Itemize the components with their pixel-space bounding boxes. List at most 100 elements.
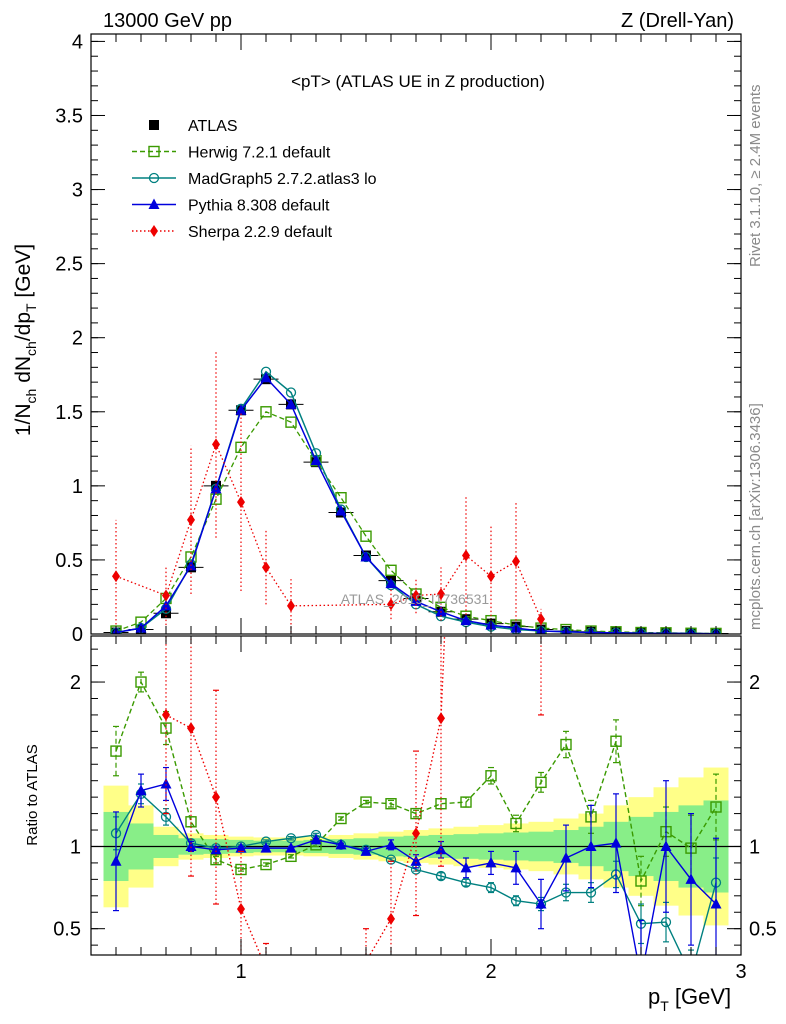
data-point	[162, 589, 170, 602]
ratio-point	[110, 855, 122, 866]
ratio-point	[237, 902, 245, 915]
ratio-point	[537, 462, 545, 474]
data-point	[112, 570, 120, 583]
data-point	[212, 438, 220, 451]
data-point	[412, 589, 420, 602]
ratio-point	[360, 845, 372, 856]
y-tick-label: 2	[72, 328, 83, 350]
mcplots-label: mcplots.cern.ch [arXiv:1306.3436]	[747, 403, 764, 630]
ratio-point	[385, 838, 397, 850]
main-y-axis-label: 1/Nch dNch/dpT [GeV]	[12, 244, 39, 436]
data-point	[462, 549, 470, 562]
svg-text:pT [GeV]: pT [GeV]	[648, 984, 731, 1014]
ratio-point	[485, 770, 497, 782]
ratio-point	[560, 851, 572, 863]
ratio-y-tick-label: 0.5	[53, 919, 81, 941]
legend-marker	[148, 172, 160, 184]
data-point	[187, 513, 195, 526]
ratio-point	[685, 873, 697, 884]
ratio-point	[462, 133, 470, 145]
main-frame: 0 0.5 1 1.5 2 2.5 3 3.5 4	[55, 31, 742, 646]
ratio-point	[385, 798, 397, 810]
series-4	[112, 351, 545, 633]
ratio-point	[585, 840, 597, 851]
ratio-point	[287, 985, 295, 997]
legend-marker	[149, 120, 159, 130]
ratio-point	[335, 812, 347, 825]
data-point	[487, 570, 495, 583]
ratio-point	[412, 827, 420, 840]
ratio-point	[410, 855, 422, 866]
x-tick-label: 2	[485, 961, 496, 983]
ratio-point	[460, 796, 472, 808]
ratio-y-tick-label: 2	[70, 672, 81, 694]
data-point	[260, 406, 272, 418]
legend: ATLAS Herwig 7.2.1 default MadGraph5 2.7.2…	[132, 118, 377, 241]
data-point	[210, 482, 222, 494]
ratio-point	[660, 916, 672, 928]
data-point	[235, 404, 247, 415]
ratio-point	[610, 837, 622, 848]
ratio-series-2	[110, 766, 722, 983]
ratio-point	[485, 856, 497, 868]
header-right: Z (Drell-Yan)	[621, 10, 734, 32]
y-tick-label: 3.5	[55, 105, 83, 127]
main-series-layer	[103, 351, 729, 634]
ratio-point	[135, 676, 147, 688]
ratio-y-tick-label: 1	[70, 836, 81, 858]
data-point	[237, 496, 245, 509]
ratio-point	[387, 912, 395, 925]
ratio-point	[262, 962, 270, 974]
ratio-point	[110, 745, 122, 757]
y-tick-label: 4	[72, 31, 83, 53]
ratio-point	[510, 817, 522, 830]
ratio-point	[160, 777, 172, 789]
rivet-label: Rivet 3.1.10, ≥ 2.4M events	[747, 85, 764, 268]
ratio-point	[460, 861, 472, 873]
ratio-point	[610, 735, 622, 747]
ratio-series-3	[162, 133, 545, 997]
x-axis-label: pT [GeV]	[648, 984, 731, 1014]
data-point	[387, 598, 395, 611]
ratio-point	[535, 776, 547, 789]
series-line	[115, 442, 542, 620]
ratio-point	[185, 840, 197, 851]
ratio-line	[369, 636, 446, 955]
ratio-point	[660, 840, 672, 851]
data-point	[260, 371, 272, 383]
data-point	[460, 614, 472, 626]
y-tick-label: 1.5	[55, 402, 83, 424]
data-point	[560, 623, 572, 634]
legend-marker	[148, 198, 160, 209]
data-point	[262, 561, 270, 574]
legend-label: ATLAS	[188, 118, 238, 135]
ratio-y-tick-label-right: 2	[749, 672, 760, 694]
ratio-y-axis-label: Ratio to ATLAS	[24, 744, 41, 845]
ratio-point	[362, 956, 370, 968]
svg-text:1/Nch dNch/dpT [GeV]: 1/Nch dNch/dpT [GeV]	[12, 244, 39, 436]
ratio-point	[435, 870, 447, 882]
ratio-point	[510, 861, 522, 873]
ratio-point	[437, 712, 445, 725]
ratio-point	[635, 875, 647, 887]
y-tick-label: 0.5	[55, 550, 83, 572]
ratio-point	[710, 898, 722, 909]
data-point	[437, 588, 445, 600]
ratio-point	[187, 722, 195, 735]
ratio-point	[310, 833, 322, 845]
ratio-y-tick-label-right: 0.5	[749, 919, 777, 941]
data-point	[310, 454, 322, 466]
ratio-point	[210, 843, 222, 855]
data-point	[385, 564, 397, 576]
ratio-point	[235, 842, 247, 853]
legend-label: Sherpa 2.2.9 default	[188, 224, 333, 241]
data-point	[287, 599, 295, 612]
ratio-point	[212, 791, 220, 804]
ratio-point	[636, 972, 647, 983]
ratio-point	[335, 838, 347, 850]
watermark-label: ATLAS_2019_I1736531	[341, 591, 490, 607]
legend-label: Herwig 7.2.1 default	[188, 145, 331, 162]
data-point	[385, 577, 397, 589]
ratio-point	[535, 898, 547, 909]
